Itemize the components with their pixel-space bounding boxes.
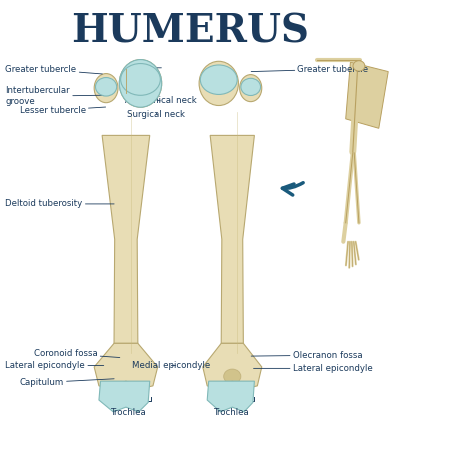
Text: Olecranon fossa: Olecranon fossa — [251, 351, 363, 360]
Text: Capitulum: Capitulum — [19, 378, 114, 387]
Text: Trochlea: Trochlea — [214, 408, 250, 417]
Polygon shape — [94, 343, 158, 388]
Text: Greater tubercle: Greater tubercle — [251, 65, 369, 74]
Ellipse shape — [240, 74, 262, 101]
Text: Greater tubercle: Greater tubercle — [5, 65, 102, 74]
Ellipse shape — [119, 60, 162, 107]
Ellipse shape — [119, 60, 162, 107]
Ellipse shape — [94, 73, 118, 103]
Text: Trochlea: Trochlea — [111, 408, 147, 417]
Text: HUMERUS: HUMERUS — [71, 12, 309, 51]
Ellipse shape — [241, 78, 261, 95]
Polygon shape — [346, 62, 388, 128]
Text: Lateral epicondyle: Lateral epicondyle — [254, 364, 373, 373]
Polygon shape — [210, 136, 255, 343]
Ellipse shape — [353, 61, 365, 71]
Text: Deltoid tuberosity: Deltoid tuberosity — [5, 200, 114, 209]
Text: Head: Head — [128, 64, 161, 73]
Text: Anatomical neck: Anatomical neck — [125, 96, 196, 105]
Text: Intertubercular
groove: Intertubercular groove — [5, 86, 105, 106]
Ellipse shape — [121, 64, 160, 95]
Text: Lateral epicondyle: Lateral epicondyle — [5, 361, 104, 370]
Text: Surgical neck: Surgical neck — [128, 109, 185, 118]
Text: Lesser tubercle: Lesser tubercle — [19, 106, 106, 115]
Polygon shape — [207, 381, 255, 412]
Text: Medial epicondyle: Medial epicondyle — [132, 361, 210, 370]
Ellipse shape — [224, 369, 241, 384]
Text: Coronoid fossa: Coronoid fossa — [34, 349, 120, 358]
Polygon shape — [102, 136, 150, 343]
Ellipse shape — [95, 78, 117, 96]
Polygon shape — [99, 381, 150, 412]
Ellipse shape — [199, 61, 238, 106]
Ellipse shape — [201, 65, 237, 94]
Polygon shape — [203, 343, 262, 388]
